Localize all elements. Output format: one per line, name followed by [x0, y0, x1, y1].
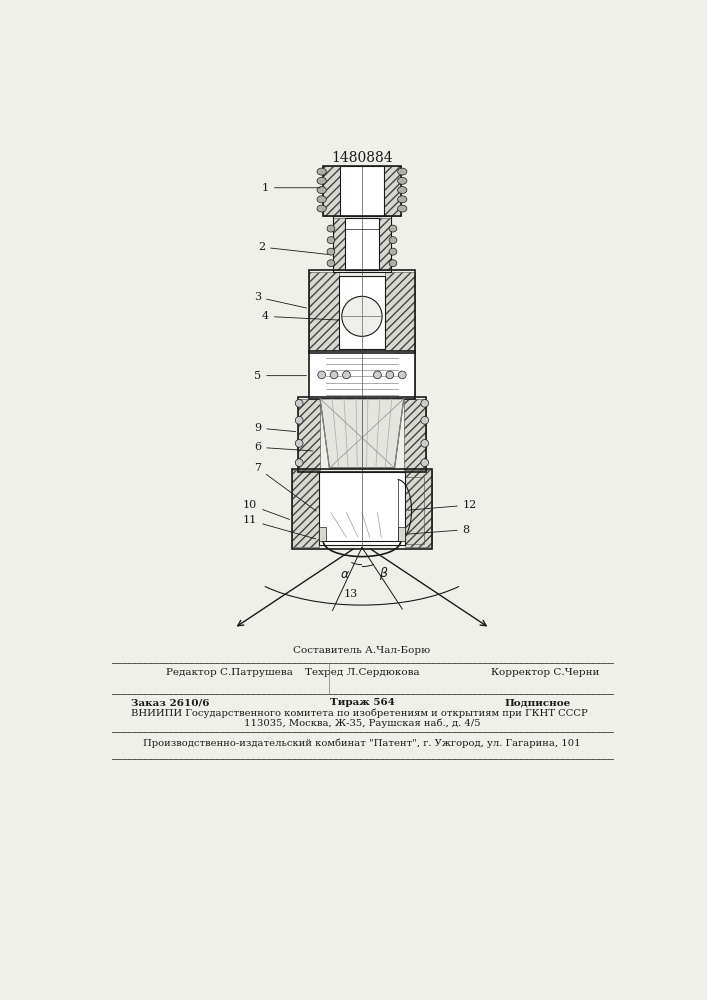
- Text: 6: 6: [254, 442, 312, 452]
- Ellipse shape: [397, 187, 407, 194]
- Ellipse shape: [389, 248, 397, 255]
- Text: 1480884: 1480884: [331, 151, 393, 165]
- Text: Корректор С.Черни: Корректор С.Черни: [491, 668, 600, 677]
- Text: Техред Л.Сердюкова: Техред Л.Сердюкова: [305, 668, 419, 677]
- Text: 9: 9: [254, 423, 296, 433]
- Ellipse shape: [397, 168, 407, 175]
- Bar: [292, 470, 319, 547]
- Text: 5: 5: [254, 371, 306, 381]
- Bar: [298, 397, 426, 472]
- Text: Составитель А.Чал-Борю: Составитель А.Чал-Борю: [293, 646, 431, 655]
- Text: 2: 2: [258, 242, 328, 254]
- Bar: [292, 469, 432, 549]
- Ellipse shape: [397, 196, 407, 203]
- Circle shape: [421, 440, 428, 447]
- Text: 12: 12: [408, 500, 477, 510]
- Ellipse shape: [341, 296, 382, 336]
- Bar: [385, 272, 414, 351]
- Ellipse shape: [317, 187, 327, 194]
- Text: 4: 4: [262, 311, 339, 321]
- Ellipse shape: [317, 205, 327, 212]
- Bar: [384, 166, 401, 216]
- Bar: [397, 351, 414, 399]
- Text: 8: 8: [408, 525, 470, 535]
- Bar: [397, 527, 405, 541]
- Bar: [405, 470, 432, 547]
- Circle shape: [296, 440, 303, 447]
- Text: 10: 10: [243, 500, 290, 519]
- Ellipse shape: [327, 237, 335, 244]
- Circle shape: [296, 459, 303, 466]
- Circle shape: [330, 371, 338, 379]
- Circle shape: [373, 371, 381, 379]
- Ellipse shape: [389, 260, 397, 267]
- Bar: [379, 218, 392, 270]
- Circle shape: [398, 371, 406, 379]
- Circle shape: [296, 400, 303, 407]
- Bar: [401, 477, 424, 544]
- Bar: [345, 218, 379, 270]
- Ellipse shape: [389, 237, 397, 244]
- Bar: [319, 527, 327, 541]
- Text: 11: 11: [243, 515, 316, 539]
- Polygon shape: [320, 399, 404, 468]
- Ellipse shape: [327, 260, 335, 267]
- Circle shape: [296, 416, 303, 424]
- Bar: [323, 166, 340, 216]
- Text: 7: 7: [255, 463, 316, 511]
- Ellipse shape: [317, 196, 327, 203]
- Text: $\beta$: $\beta$: [379, 565, 388, 582]
- Text: Заказ 2610/6: Заказ 2610/6: [131, 698, 209, 707]
- Text: $\alpha$: $\alpha$: [340, 568, 350, 581]
- Bar: [309, 351, 327, 399]
- Text: Производственно-издательский комбинат "Патент", г. Ужгород, ул. Гагарина, 101: Производственно-издательский комбинат "П…: [143, 738, 580, 748]
- Circle shape: [317, 371, 325, 379]
- Text: 13: 13: [343, 589, 358, 599]
- Bar: [339, 276, 385, 349]
- Bar: [340, 166, 384, 216]
- Bar: [323, 166, 401, 216]
- Ellipse shape: [397, 205, 407, 212]
- Bar: [309, 272, 339, 351]
- Bar: [332, 216, 392, 272]
- Circle shape: [343, 371, 351, 379]
- Bar: [319, 472, 405, 545]
- Text: Тираж 564: Тираж 564: [329, 698, 395, 707]
- Circle shape: [386, 371, 394, 379]
- Ellipse shape: [397, 177, 407, 184]
- Text: Редактор С.Патрушева: Редактор С.Патрушева: [166, 668, 293, 677]
- Ellipse shape: [389, 225, 397, 232]
- Bar: [404, 399, 426, 470]
- Circle shape: [421, 400, 428, 407]
- Bar: [298, 399, 320, 470]
- Text: Подписное: Подписное: [505, 698, 571, 707]
- Bar: [332, 218, 345, 270]
- Ellipse shape: [317, 168, 327, 175]
- Bar: [309, 270, 414, 353]
- Text: 3: 3: [254, 292, 307, 308]
- Circle shape: [421, 416, 428, 424]
- Ellipse shape: [317, 177, 327, 184]
- Text: 1: 1: [262, 183, 320, 193]
- Bar: [309, 351, 414, 399]
- Circle shape: [421, 459, 428, 466]
- Ellipse shape: [327, 225, 335, 232]
- Ellipse shape: [327, 248, 335, 255]
- Text: ВНИИПИ Государственного комитета по изобретениям и открытиям при ГКНТ СССР: ВНИИПИ Государственного комитета по изоб…: [131, 709, 588, 718]
- Text: 113035, Москва, Ж-35, Раушская наб., д. 4/5: 113035, Москва, Ж-35, Раушская наб., д. …: [244, 719, 480, 728]
